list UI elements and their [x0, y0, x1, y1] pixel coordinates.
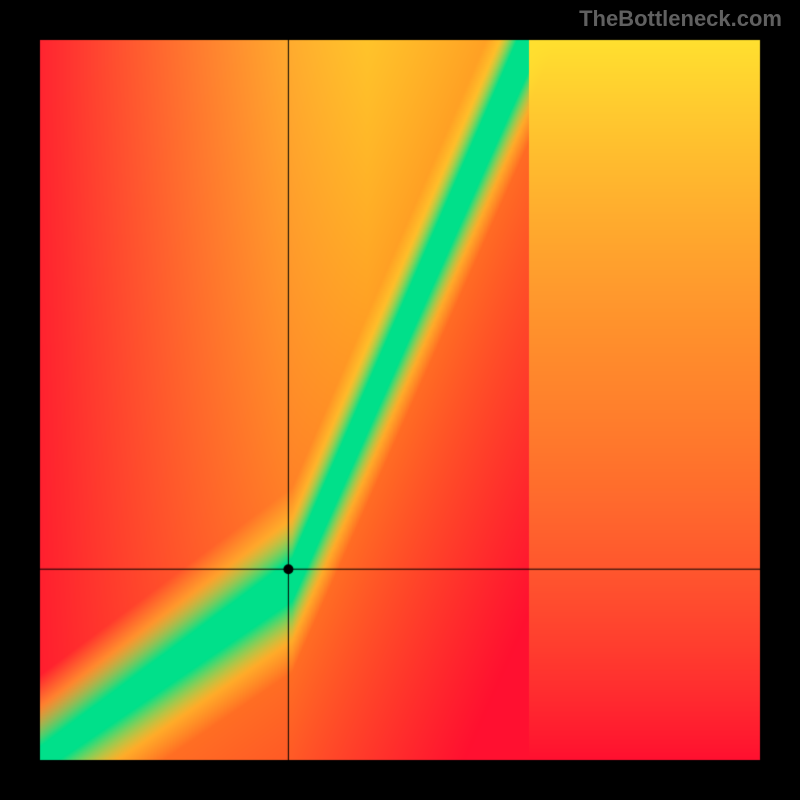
- watermark-label: TheBottleneck.com: [579, 6, 782, 32]
- bottleneck-heatmap: [0, 0, 800, 800]
- root: TheBottleneck.com: [0, 0, 800, 800]
